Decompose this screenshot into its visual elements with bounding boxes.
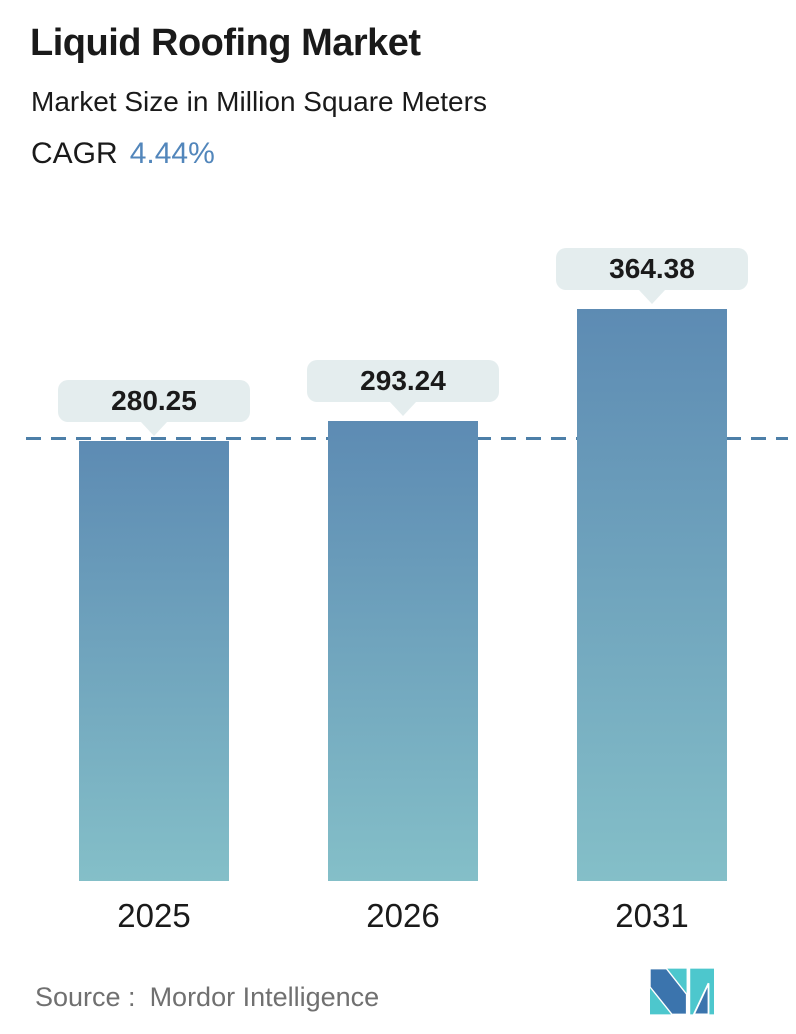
x-axis-label-2031: 2031 bbox=[615, 897, 689, 934]
page-title: Liquid Roofing Market bbox=[30, 22, 421, 64]
bar-2031 bbox=[577, 309, 727, 881]
source-value: Mordor Intelligence bbox=[149, 982, 380, 1012]
value-label-pill-2026: 293.24 bbox=[307, 360, 499, 416]
mordor-intelligence-logo bbox=[650, 968, 714, 1015]
source-label: Source : bbox=[35, 982, 136, 1012]
value-label-pill-2031: 364.38 bbox=[556, 248, 748, 304]
bar-2026 bbox=[328, 421, 478, 881]
value-label-2025: 280.25 bbox=[111, 385, 197, 416]
chart-subtitle: Market Size in Million Square Meters bbox=[31, 86, 487, 117]
cagr-line: CAGR 4.44% bbox=[31, 137, 215, 171]
value-label-2031: 364.38 bbox=[609, 253, 695, 284]
x-axis-label-2026: 2026 bbox=[366, 897, 440, 934]
cagr-value: 4.44% bbox=[129, 137, 215, 170]
cagr-label: CAGR bbox=[31, 137, 118, 170]
value-label-pill-2025: 280.25 bbox=[58, 380, 250, 436]
x-axis-label-2025: 2025 bbox=[117, 897, 191, 934]
value-label-2026: 293.24 bbox=[360, 365, 446, 396]
source-attribution: Source : Mordor Intelligence bbox=[35, 982, 379, 1013]
bar-2025 bbox=[79, 441, 229, 881]
